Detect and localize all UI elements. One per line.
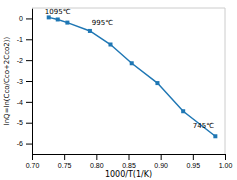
plot: 0.70 0.75 0.80 0.85 0.90 0.95 1.00 0 -1 -2 -3 -4 -5 -… xyxy=(17,8,233,169)
annotation: 745℃ xyxy=(193,122,214,130)
tick-label: -3 xyxy=(17,78,23,85)
tick: -1 xyxy=(17,36,32,43)
tick: 0 xyxy=(19,15,32,22)
marker xyxy=(155,81,159,85)
tick-label: 0.75 xyxy=(58,162,72,169)
tick: -6 xyxy=(17,140,32,147)
tick-label: -5 xyxy=(17,119,23,126)
tick-label: 0.80 xyxy=(90,162,104,169)
tick: -3 xyxy=(17,78,32,85)
marker xyxy=(130,61,134,65)
tick-mark xyxy=(26,18,32,19)
marker xyxy=(65,21,69,25)
marker xyxy=(88,29,92,33)
line xyxy=(49,17,216,136)
tick: 0.70 xyxy=(26,154,40,169)
marker xyxy=(47,15,51,19)
tick-mark xyxy=(26,39,32,40)
tick-label: 0.95 xyxy=(187,162,201,169)
tick-mark xyxy=(129,154,130,160)
x-axis: 0.70 0.75 0.80 0.85 0.90 0.95 1.00 xyxy=(26,154,233,169)
annotation: 1095℃ xyxy=(45,8,71,16)
axis-line xyxy=(32,9,33,155)
tick: 0.85 xyxy=(122,154,136,169)
frame xyxy=(225,8,226,154)
tick-mark xyxy=(64,154,65,160)
tick-mark xyxy=(225,154,226,160)
tick-mark xyxy=(161,154,162,160)
tick-mark xyxy=(96,154,97,160)
tick-label: -1 xyxy=(17,36,23,43)
tick: 1.00 xyxy=(219,154,233,169)
tick: 0.90 xyxy=(154,154,168,169)
chart: 0.70 0.75 0.80 0.85 0.90 0.95 1.00 0 -1 -2 -3 -4 -5 -… xyxy=(0,0,237,180)
tick-mark xyxy=(193,154,194,160)
y-axis-title: lnQ=ln(Cco/Cco+2Cco2)) xyxy=(3,36,11,125)
tick: 0.95 xyxy=(187,154,201,169)
tick: -2 xyxy=(17,57,32,64)
tick-mark xyxy=(26,144,32,145)
marker xyxy=(56,17,60,21)
marker xyxy=(108,43,112,47)
tick: -4 xyxy=(17,99,32,106)
tick-label: -6 xyxy=(17,140,23,147)
marker xyxy=(181,109,185,113)
tick: 0.75 xyxy=(58,154,72,169)
tick-mark xyxy=(26,123,32,124)
annotation: 995℃ xyxy=(92,19,113,27)
marker xyxy=(213,134,217,138)
tick-label: 0.90 xyxy=(154,162,168,169)
tick: 0.80 xyxy=(90,154,104,169)
tick-label: 0 xyxy=(19,15,23,22)
tick-label: -4 xyxy=(17,99,23,106)
tick-label: -2 xyxy=(17,57,23,64)
tick-label: 0.85 xyxy=(122,162,136,169)
tick-mark xyxy=(26,102,32,103)
tick-mark xyxy=(26,60,32,61)
marks xyxy=(47,15,218,138)
tick: -5 xyxy=(17,119,32,126)
tick-label: 1.00 xyxy=(219,162,233,169)
x-axis-title: 1000/T(1/K) xyxy=(105,170,152,179)
y-axis: 0 -1 -2 -3 -4 -5 -6 xyxy=(17,9,33,155)
tick-label: 0.70 xyxy=(26,162,40,169)
tick-mark xyxy=(26,81,32,82)
tick-mark xyxy=(32,154,33,160)
